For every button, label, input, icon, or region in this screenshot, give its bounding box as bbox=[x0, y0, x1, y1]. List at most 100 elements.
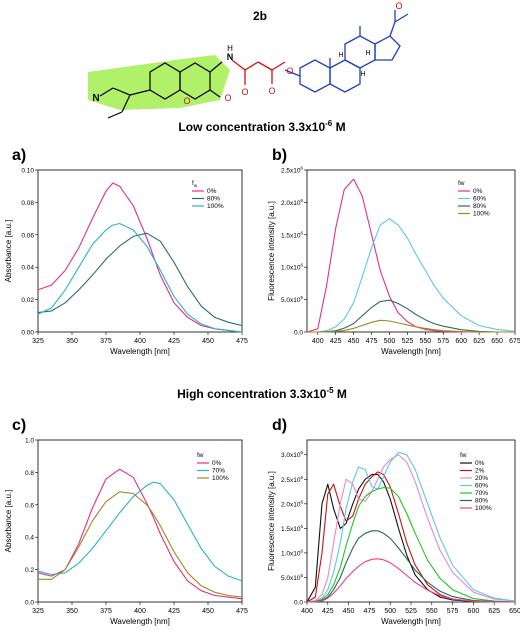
x-tick-label: 350 bbox=[66, 338, 78, 345]
x-tick-label: 575 bbox=[447, 608, 459, 615]
x-tick-label: 400 bbox=[134, 608, 146, 615]
atom-o-ketone: O bbox=[395, 1, 402, 11]
molecule-structure: N O O N H O O O H H H O bbox=[88, 1, 409, 119]
panel-a-absorbance-low: a) 325 350 375 400 425 450 475 0.00 0.02 0.04 0.06 0… bbox=[4, 147, 248, 356]
x-tick-label: 400 bbox=[312, 338, 324, 345]
x-tick-label: 325 bbox=[32, 338, 44, 345]
x-tick-label: 600 bbox=[455, 338, 467, 345]
y-tick-label: 0.0 bbox=[294, 330, 303, 337]
x-tick-label: 600 bbox=[468, 608, 480, 615]
x-tick-label: 350 bbox=[66, 608, 78, 615]
x-tick-label: 425 bbox=[168, 608, 180, 615]
y-axis-label: Fluorescence intensity [a.u.] bbox=[267, 201, 276, 301]
section-heading-low: Low concentration 3.3x10-6 M bbox=[178, 119, 345, 134]
legend-title: fw bbox=[460, 452, 467, 459]
x-tick-label: 400 bbox=[134, 338, 146, 345]
series-line bbox=[307, 218, 516, 333]
x-tick-label: 625 bbox=[488, 608, 500, 615]
atom-n-amine: N bbox=[92, 93, 99, 104]
atom-h-amide: H bbox=[227, 44, 233, 53]
legend-title: fw bbox=[192, 180, 198, 188]
x-tick-label: 450 bbox=[343, 608, 355, 615]
x-tick-label: 625 bbox=[473, 338, 485, 345]
y-tick-label: 1.0x106 bbox=[281, 263, 304, 272]
panel-label: a) bbox=[12, 147, 26, 164]
legend-title: fw bbox=[197, 452, 204, 459]
series-line bbox=[306, 471, 515, 603]
x-tick-label: 525 bbox=[402, 338, 414, 345]
panel-label: c) bbox=[12, 417, 26, 434]
x-tick-label: 450 bbox=[202, 338, 214, 345]
y-axis-label: Fluorescence intensity [a.u.] bbox=[267, 471, 276, 571]
section-heading-high: High concentration 3.3x10-5 M bbox=[177, 386, 347, 401]
y-tick-label: 0.4 bbox=[25, 535, 34, 542]
panel-label: d) bbox=[272, 417, 287, 434]
y-tick-label: 5.0x105 bbox=[281, 573, 304, 582]
atom-h-3: H bbox=[365, 50, 370, 57]
y-tick-label: 0.6 bbox=[25, 502, 34, 509]
legend-entry: 80% bbox=[207, 196, 220, 203]
y-axis-label: Absorbance [a.u.] bbox=[4, 220, 13, 283]
legend-entry: 0% bbox=[475, 460, 485, 467]
x-tick-label: 475 bbox=[366, 338, 378, 345]
x-tick-label: 500 bbox=[384, 608, 396, 615]
y-tick-label: 0.2 bbox=[25, 567, 34, 574]
y-axis-label: Absorbance [a.u.] bbox=[4, 490, 13, 553]
series-line bbox=[37, 182, 243, 333]
series-line bbox=[306, 487, 516, 603]
series-line bbox=[37, 468, 243, 600]
x-tick-label: 475 bbox=[236, 338, 248, 345]
x-tick-label: 425 bbox=[168, 338, 180, 345]
panel-d-fluorescence-high: d) 400 425 450 475 500 525 550 575 600 625 650 0.0 5.… bbox=[267, 417, 520, 626]
plot-frame bbox=[306, 169, 516, 333]
legend-entry: 100% bbox=[212, 475, 229, 482]
x-tick-label: 650 bbox=[509, 608, 520, 615]
atom-h-2: H bbox=[360, 71, 365, 78]
y-tick-label: 3.0x106 bbox=[281, 450, 304, 459]
y-tick-label: 1.0x106 bbox=[281, 548, 304, 557]
y-tick-label: 0.02 bbox=[21, 297, 34, 304]
legend-entry: 100% bbox=[473, 211, 490, 218]
y-tick-label: 5.0x105 bbox=[281, 295, 304, 304]
atom-o-amide: O bbox=[241, 87, 248, 97]
panel-b-fluorescence-low: b) 400 425 450 475 500 525 550 575 600 625 650 675 0.… bbox=[267, 147, 520, 356]
atom-o-ring: O bbox=[183, 96, 190, 106]
y-tick-label: 1.5x106 bbox=[281, 524, 304, 533]
legend-entry: 100% bbox=[475, 505, 492, 512]
x-axis-label: Wavelength [nm] bbox=[110, 347, 170, 356]
series-line bbox=[307, 319, 515, 333]
panel-label: b) bbox=[272, 147, 287, 164]
y-tick-label: 2.0x106 bbox=[281, 198, 304, 207]
y-tick-label: 1.5x106 bbox=[281, 230, 304, 239]
x-tick-label: 650 bbox=[491, 338, 503, 345]
series-line bbox=[37, 222, 243, 333]
legend-entry: 80% bbox=[475, 498, 488, 505]
atom-o-ester: O bbox=[268, 86, 275, 96]
x-tick-label: 450 bbox=[348, 338, 360, 345]
x-tick-label: 525 bbox=[405, 608, 417, 615]
legend-entry: 100% bbox=[207, 203, 224, 210]
legend-entry: 70% bbox=[212, 468, 225, 475]
y-tick-label: 0.0 bbox=[25, 600, 34, 607]
x-tick-label: 550 bbox=[420, 338, 432, 345]
x-tick-label: 500 bbox=[384, 338, 396, 345]
coumarin-highlight bbox=[88, 55, 230, 110]
x-tick-label: 675 bbox=[509, 338, 520, 345]
y-tick-label: 0.06 bbox=[21, 232, 34, 239]
y-tick-label: 0.0 bbox=[294, 600, 303, 607]
series-line bbox=[37, 232, 243, 327]
y-tick-label: 2.0x106 bbox=[281, 499, 304, 508]
legend-title: fw bbox=[458, 180, 465, 187]
y-tick-label: 2.5x106 bbox=[281, 475, 304, 484]
y-tick-label: 0.10 bbox=[21, 168, 34, 175]
x-axis-label: Wavelength [nm] bbox=[381, 347, 441, 356]
legend-entry: 0% bbox=[212, 460, 222, 467]
compound-label: 2b bbox=[253, 9, 267, 23]
legend-entry: 20% bbox=[475, 475, 488, 482]
y-tick-label: 1.0 bbox=[25, 438, 34, 445]
x-axis-label: Wavelength [nm] bbox=[110, 617, 170, 626]
y-tick-label: 0.04 bbox=[21, 265, 34, 272]
y-tick-label: 0.00 bbox=[21, 330, 34, 337]
legend-entry: 70% bbox=[475, 490, 488, 497]
